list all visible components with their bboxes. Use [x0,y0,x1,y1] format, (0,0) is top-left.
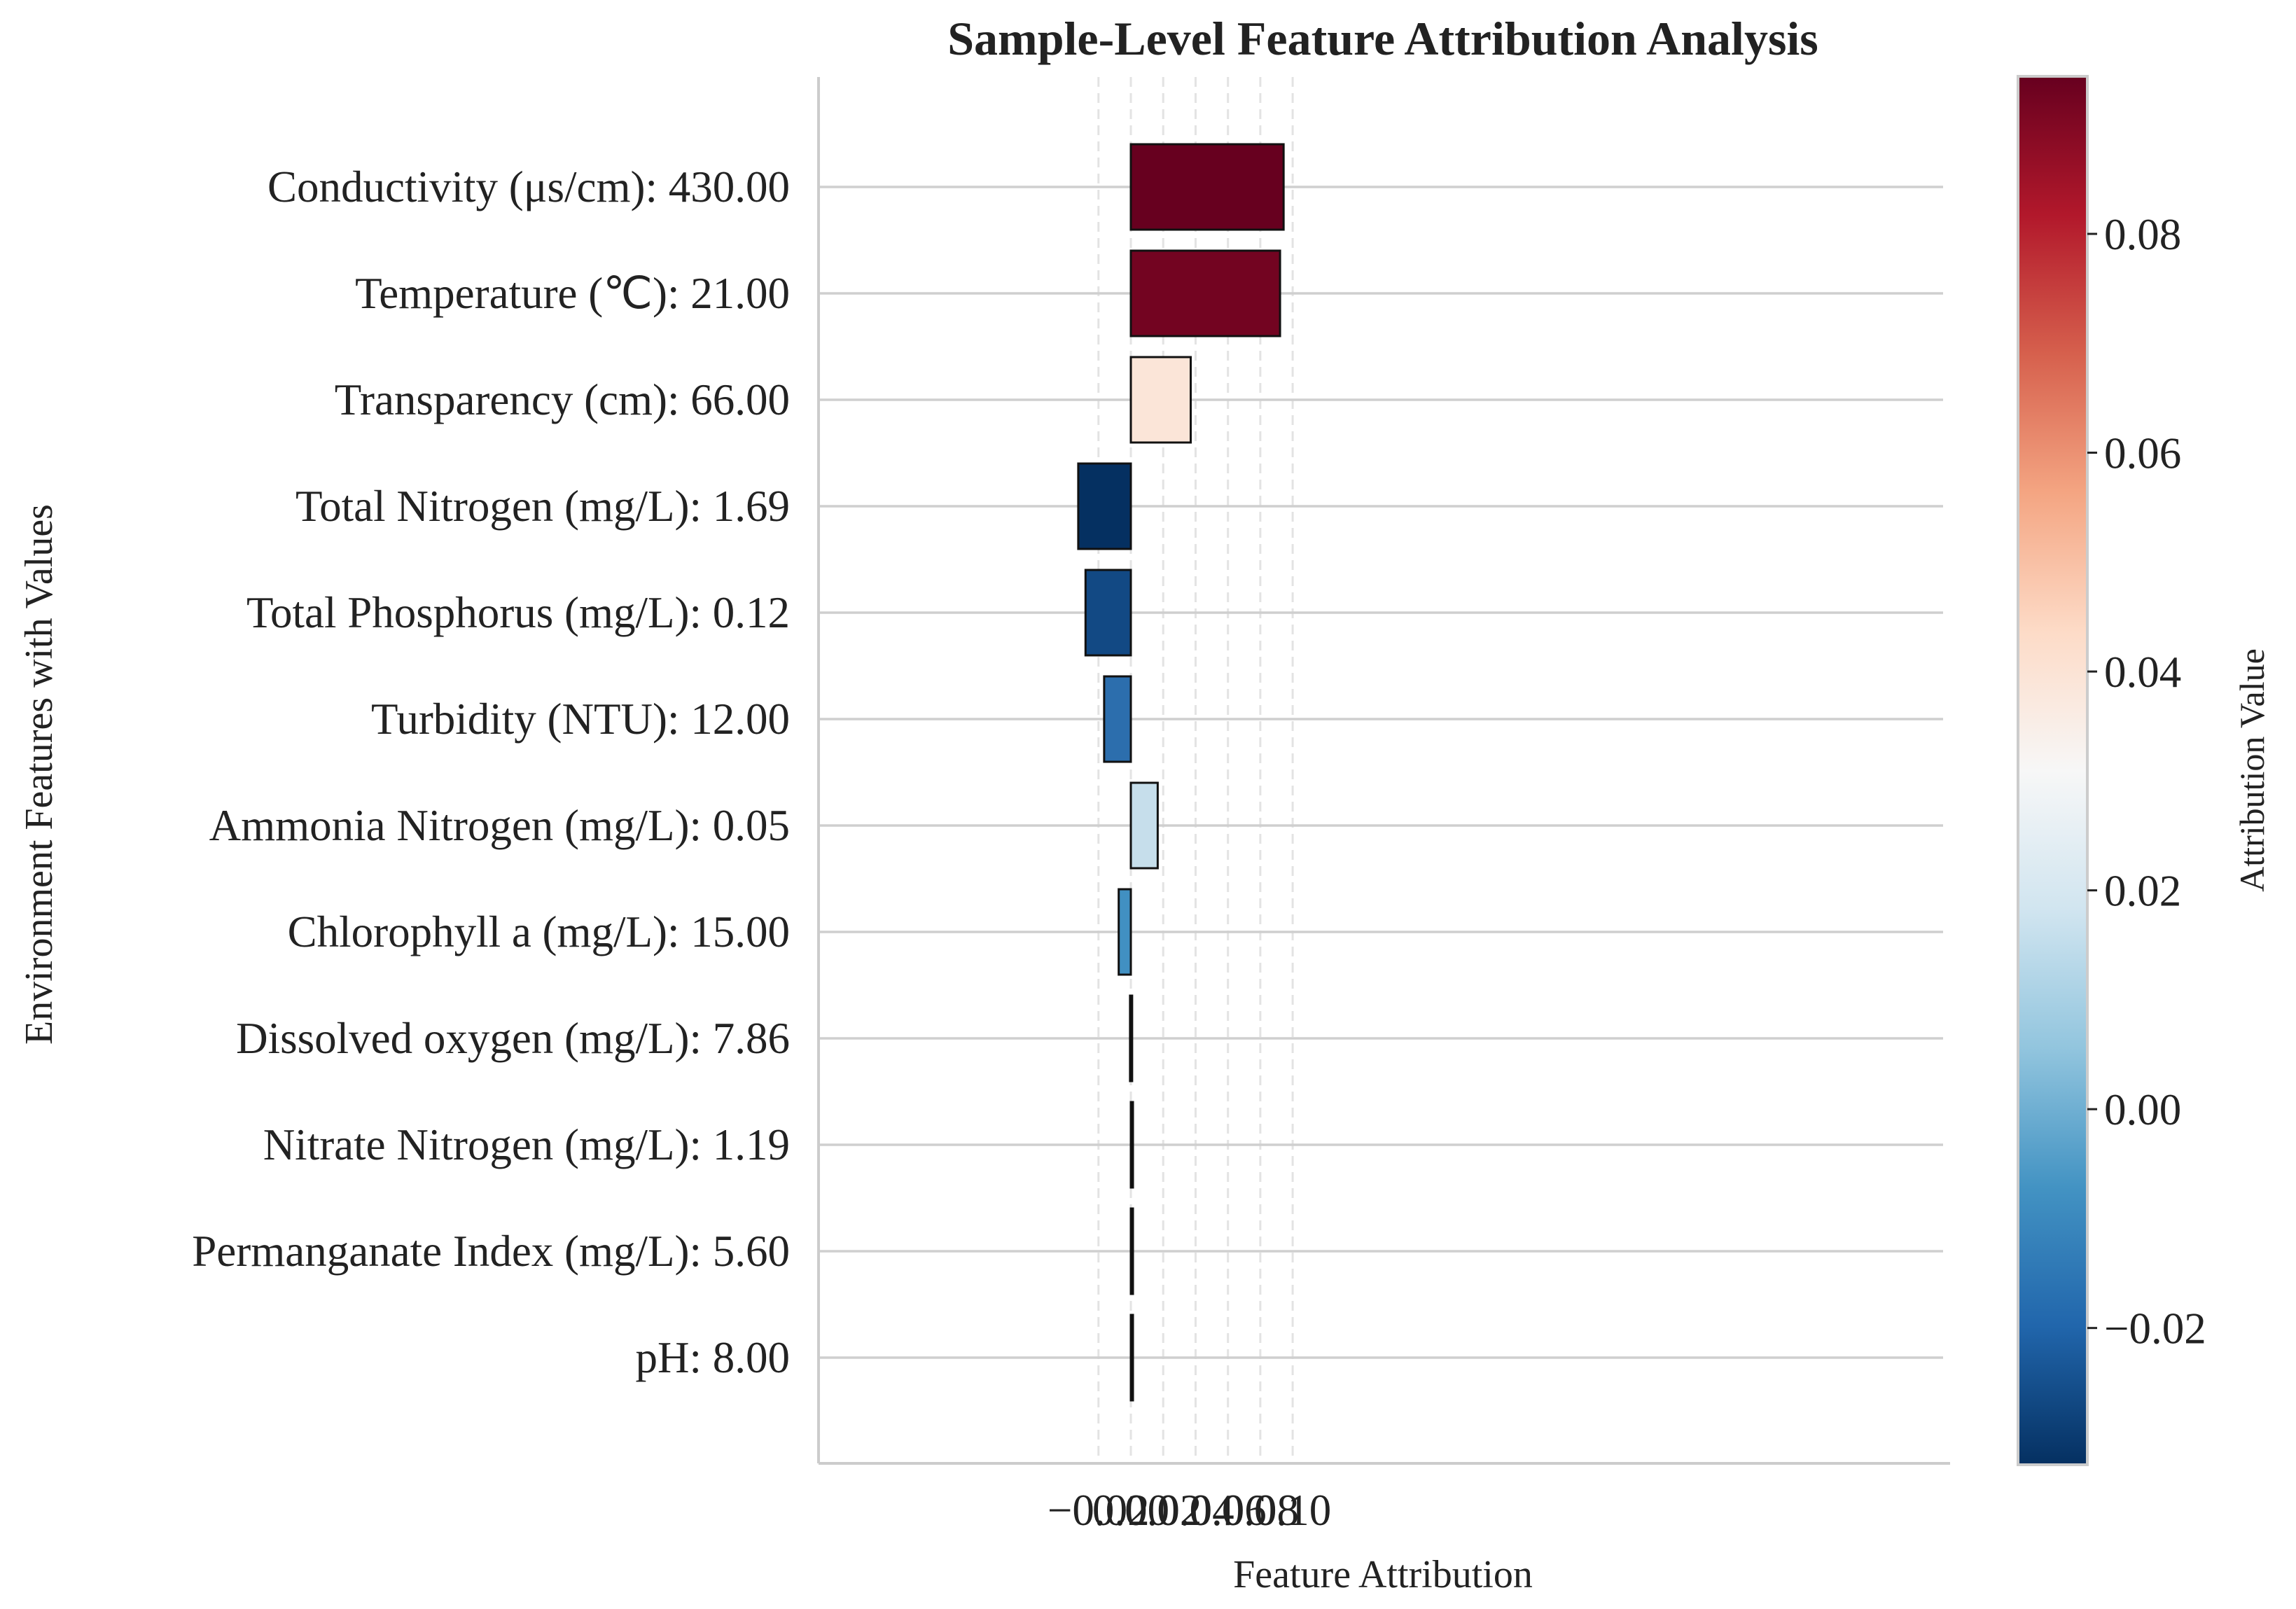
colorbar-tick-label: 0.04 [2104,648,2181,697]
colorbar-ticks: −0.02 0.00 0.02 0.04 0.06 0.08 [2087,210,2206,1353]
colorbar-label: Attribution Value [2232,648,2271,892]
bar [1077,462,1132,550]
y-tick-label: Total Nitrogen (mg/L): 1.69 [295,482,790,531]
y-tick-label: Turbidity (NTU): 12.00 [371,695,790,744]
y-tick-label: Ammonia Nitrogen (mg/L): 0.05 [209,801,790,850]
x-tick-label: −0.02 [1048,1486,1150,1535]
x-tick-label: 0.10 [1254,1486,1331,1535]
x-tick-label: 0.06 [1190,1486,1267,1535]
bar [1129,781,1159,870]
y-tick-label: Conductivity (μs/cm): 430.00 [267,162,790,211]
y-tick-label: Dissolved oxygen (mg/L): 7.86 [236,1014,790,1063]
bar [1129,1207,1134,1295]
bar [1129,1314,1134,1402]
y-tick-label: Chlorophyll a (mg/L): 15.00 [288,907,790,956]
y-tick-label: Permanganate Index (mg/L): 5.60 [192,1227,790,1276]
bar [1129,143,1285,231]
bars [1077,143,1285,1402]
bar [1129,994,1134,1082]
y-tick-label: pH: 8.00 [636,1333,791,1382]
bar [1103,675,1132,763]
colorbar-tick-label: 0.08 [2104,210,2181,259]
colorbar-tick-label: 0.06 [2104,429,2181,478]
y-tick-label: Temperature (℃): 21.00 [355,269,790,318]
chart-title: Sample-Level Feature Attribution Analysi… [947,12,1818,65]
x-tick-label: 0.00 [1092,1486,1169,1535]
y-tick-label: Nitrate Nitrogen (mg/L): 1.19 [263,1120,790,1169]
x-axis-label: Feature Attribution [1233,1553,1533,1596]
colorbar [2017,75,2089,1466]
bar [1129,1101,1134,1189]
x-tick-label: 0.04 [1157,1486,1234,1535]
colorbar-tick-label: −0.02 [2104,1304,2206,1353]
y-tick-label: Transparency (cm): 66.00 [335,375,790,424]
y-axis-label: Environment Features with Values [18,504,61,1045]
x-tick-label: 0.08 [1222,1486,1299,1535]
y-tick-label: Total Phosphorus (mg/L): 0.12 [246,588,790,637]
bar [1118,888,1132,976]
colorbar-tick-label: 0.00 [2104,1085,2181,1134]
bar [1084,569,1132,657]
y-gridlines [819,186,1943,1359]
colorbar-tick-label: 0.02 [2104,867,2181,916]
y-tick-labels: Conductivity (μs/cm): 430.00 Temperature … [192,162,790,1382]
x-tick-labels: −0.020.000.020.040.060.080.10 [1048,1486,1331,1535]
x-tick-label: 0.02 [1125,1486,1202,1535]
bar [1129,356,1192,444]
bar [1129,249,1281,337]
